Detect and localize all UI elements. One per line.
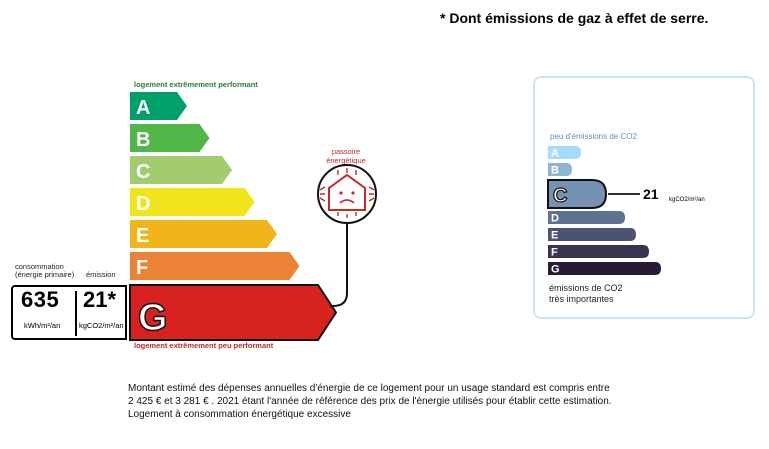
energy-class-label: A — [136, 97, 150, 119]
ges-class-label: F — [551, 247, 558, 259]
passoire-label-line-1: passoire — [331, 147, 361, 156]
energy-class-b: B — [130, 124, 210, 152]
consumption-value: 635 — [21, 287, 60, 312]
dpe-top-caption: logement extrêmement performant — [134, 80, 258, 89]
consumption-label: consommation — [15, 262, 64, 271]
sad-house-icon — [317, 164, 377, 224]
energy-class-label: F — [136, 257, 148, 279]
ges-class-d: D — [548, 211, 625, 225]
ges-class-c: C — [547, 179, 640, 209]
consumption-unit: kWh/m²/an — [24, 321, 61, 330]
ges-class-label: A — [551, 148, 559, 160]
passoire-badge — [317, 164, 377, 307]
ges-value: 21 — [643, 186, 659, 202]
passoire-label: passoire énergétique — [316, 147, 376, 165]
consumption-emission-box: 635 21* kWh/m²/an kgCO2/m²/an — [11, 285, 127, 340]
energy-class-f: F — [130, 252, 300, 280]
energy-class-label: E — [136, 225, 149, 247]
ges-class-label: E — [551, 230, 558, 242]
cost-estimate-note: Montant estimé des dépenses annuelles d'… — [128, 382, 688, 421]
ges-top-caption: peu d'émissions de CO2 — [550, 132, 637, 141]
ges-class-label: G — [551, 264, 560, 276]
ges-class-g: G — [548, 262, 661, 276]
energy-class-label: C — [136, 161, 150, 183]
ges-bottom-caption-1: émissions de CO2 — [549, 283, 623, 293]
ghg-note: * Dont émissions de gaz à effet de serre… — [440, 10, 709, 26]
cost-note-line-2: 2 425 € et 3 281 € . 2021 étant l'année … — [128, 396, 612, 407]
passoire-label-line-2: énergétique — [326, 156, 366, 165]
emission-label: émission — [86, 270, 116, 279]
energy-class-e: E — [130, 220, 277, 248]
ges-class-e: E — [548, 228, 636, 242]
emission-value: 21* — [83, 287, 117, 312]
energy-class-g: G — [129, 284, 338, 341]
ges-class-label: B — [551, 165, 559, 177]
energy-class-label: D — [136, 193, 150, 215]
consumption-sublabel: (énergie primaire) — [15, 270, 75, 279]
energy-class-label: G — [138, 297, 168, 339]
ges-class-a: A — [548, 146, 581, 160]
energy-class-c: C — [130, 156, 232, 184]
ges-class-f: F — [548, 245, 649, 259]
ges-class-label: C — [553, 185, 567, 207]
emission-unit: kgCO2/m²/an — [79, 321, 124, 330]
cost-note-line-3: Logement à consommation énergétique exce… — [128, 409, 351, 420]
dpe-bottom-caption: logement extrêmement peu performant — [134, 341, 274, 350]
ges-unit: kgCO2/m²/an — [669, 197, 705, 203]
ges-class-b: B — [548, 163, 572, 177]
energy-class-a: A — [130, 92, 187, 120]
cost-note-line-1: Montant estimé des dépenses annuelles d'… — [128, 383, 610, 394]
value-divider — [75, 291, 77, 336]
ges-class-label: D — [551, 213, 559, 225]
energy-class-d: D — [130, 188, 255, 216]
energy-class-label: B — [136, 129, 150, 151]
ges-bottom-caption-2: très importantes — [549, 294, 614, 304]
